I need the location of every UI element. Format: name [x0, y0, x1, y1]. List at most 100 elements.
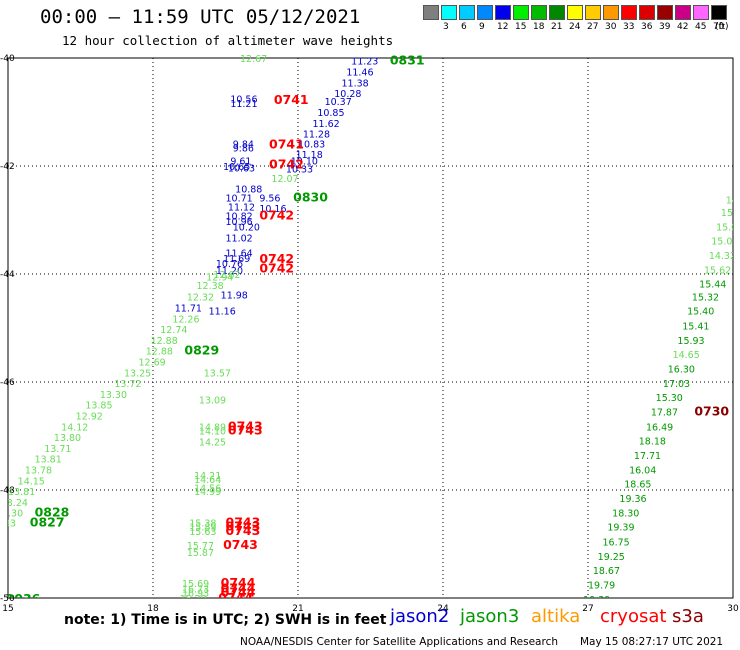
wave-height-reading: 9.56 — [259, 193, 280, 204]
legend-label: 30 — [605, 22, 617, 32]
wave-height-reading: 11.62 — [313, 119, 340, 130]
wave-height-reading: 15.77 — [187, 541, 214, 552]
wave-height-reading: 14.25 — [199, 437, 226, 448]
wave-height-reading: 19.36 — [619, 494, 646, 505]
legend-label: 15 — [515, 22, 527, 32]
pass-time-label: 0036 — [6, 591, 41, 606]
satellite-label-s3a: s3a — [672, 606, 704, 627]
wave-height-reading: 15.44 — [699, 280, 726, 291]
wave-height-reading: 10.28 — [334, 89, 361, 100]
wave-height-reading: 18.18 — [639, 436, 666, 447]
legend-swatch — [531, 5, 547, 20]
wave-height-reading: 11.46 — [346, 68, 373, 79]
satellite-label-altika: altika — [531, 606, 581, 627]
wave-height-reading: 10.33 — [286, 165, 313, 176]
wave-height-reading: 11.18 — [296, 150, 323, 161]
wave-height-reading: 16.93 — [182, 589, 209, 600]
pass-time-label: 0743 — [228, 423, 263, 438]
lat-tick-label: -44 — [0, 270, 15, 280]
lon-tick-label: 30 — [727, 604, 739, 614]
wave-height-reading: 14.99 — [194, 487, 221, 498]
lat-tick-label: -42 — [0, 162, 15, 172]
wave-height-reading: 12.26 — [172, 314, 199, 325]
wave-height-reading: 12.69 — [139, 357, 166, 368]
wave-height-reading: 11.38 — [342, 78, 369, 89]
wave-height-reading: 16.73 — [182, 584, 209, 595]
legend-label: 24 — [569, 22, 581, 32]
wave-height-reading: 15.62 — [704, 266, 731, 277]
wave-height-reading: 13.72 — [114, 379, 141, 390]
legend-label: 27 — [587, 22, 599, 32]
legend-swatch — [657, 5, 673, 20]
wave-height-reading: 15.06 — [716, 222, 740, 233]
wave-height-reading: 12.32 — [187, 293, 214, 304]
pass-time-label: 0830 — [293, 189, 328, 204]
wave-height-reading: 14 — [726, 195, 738, 206]
wave-height-reading: 10.96 — [226, 217, 253, 228]
wave-height-reading: 13.85 — [85, 401, 112, 412]
wave-height-reading: 11.98 — [221, 291, 248, 302]
wave-height-reading: 9.61 — [230, 157, 251, 168]
wave-height-reading: 16.49 — [646, 422, 673, 433]
lat-tick-label: -50 — [0, 594, 15, 604]
wave-height-reading: 19.39 — [583, 595, 610, 606]
legend-label: 6 — [461, 22, 467, 32]
wave-height-reading: 11.23 — [351, 57, 378, 68]
wave-height-reading: 15.87 — [187, 548, 214, 559]
wave-height-reading: 11.71 — [175, 303, 202, 314]
lon-tick-label: 15 — [2, 604, 13, 614]
wave-height-reading: 14.12 — [61, 422, 88, 433]
pass-time-label: 0831 — [390, 53, 425, 68]
legend-label: 45 — [695, 22, 707, 32]
wave-height-reading: 14.10 — [199, 427, 226, 438]
pass-time-label: 0743 — [223, 537, 258, 552]
lon-tick-label: 24 — [437, 604, 449, 614]
wave-height-reading: 10.82 — [226, 212, 253, 223]
wave-height-reading: 15.0 — [721, 208, 740, 219]
wave-height-reading: 11.12 — [228, 203, 255, 214]
wave-height-reading: 16.30 — [668, 365, 695, 376]
legend-label: 39 — [659, 22, 671, 32]
wave-height-reading: 12.94 — [206, 273, 233, 284]
lat-tick-label: -40 — [0, 54, 15, 64]
wave-height-reading: 10.83 — [298, 139, 325, 150]
wave-height-reading: 15.63 — [189, 527, 216, 538]
wave-height-reading: 10.88 — [235, 185, 262, 196]
wave-height-reading: 11.64 — [226, 248, 253, 259]
pass-time-label: 0744 — [218, 590, 253, 605]
wave-height-reading: 13.71 — [44, 444, 71, 455]
legend-swatch — [477, 5, 493, 20]
satellite-label-jason3: jason3 — [460, 606, 520, 627]
wave-height-reading: 14.56 — [194, 483, 221, 494]
wave-height-reading: 12.74 — [160, 325, 187, 336]
satellite-label-jason2: jason2 — [390, 606, 450, 627]
wave-height-reading: 11.69 — [223, 254, 250, 265]
wave-height-reading: 14.64 — [194, 475, 221, 486]
wave-height-reading: 15.93 — [677, 336, 704, 347]
legend-swatch — [603, 5, 619, 20]
legend-label: 36 — [641, 22, 653, 32]
wave-height-reading: 10.10 — [291, 157, 318, 168]
wave-height-reading: 10.56 — [230, 95, 257, 106]
wave-height-reading: 17.71 — [634, 451, 661, 462]
legend-swatch — [495, 5, 511, 20]
legend-swatch — [423, 5, 439, 20]
lon-tick-label: 21 — [292, 604, 303, 614]
legend-swatch — [675, 5, 691, 20]
wave-height-reading: 18.65 — [624, 480, 651, 491]
wave-height-reading: 10.76 — [216, 259, 243, 270]
legend-swatch — [711, 5, 727, 20]
wave-height-reading: 12.88 — [151, 336, 178, 347]
wave-height-reading: 13.09 — [199, 395, 226, 406]
lon-tick-label: 18 — [147, 604, 159, 614]
pass-time-label: 0744 — [221, 580, 256, 595]
wave-height-reading: 11.20 — [216, 266, 243, 277]
legend-swatch — [639, 5, 655, 20]
wave-height-reading: 12.67 — [240, 54, 267, 65]
wave-height-reading: 15.89 — [189, 523, 216, 534]
wave-height-reading: 9.84 — [233, 139, 254, 150]
wave-height-reading: 13.30 — [100, 390, 127, 401]
wave-height-reading: 15.32 — [692, 293, 719, 304]
legend-label: 33 — [623, 22, 635, 32]
